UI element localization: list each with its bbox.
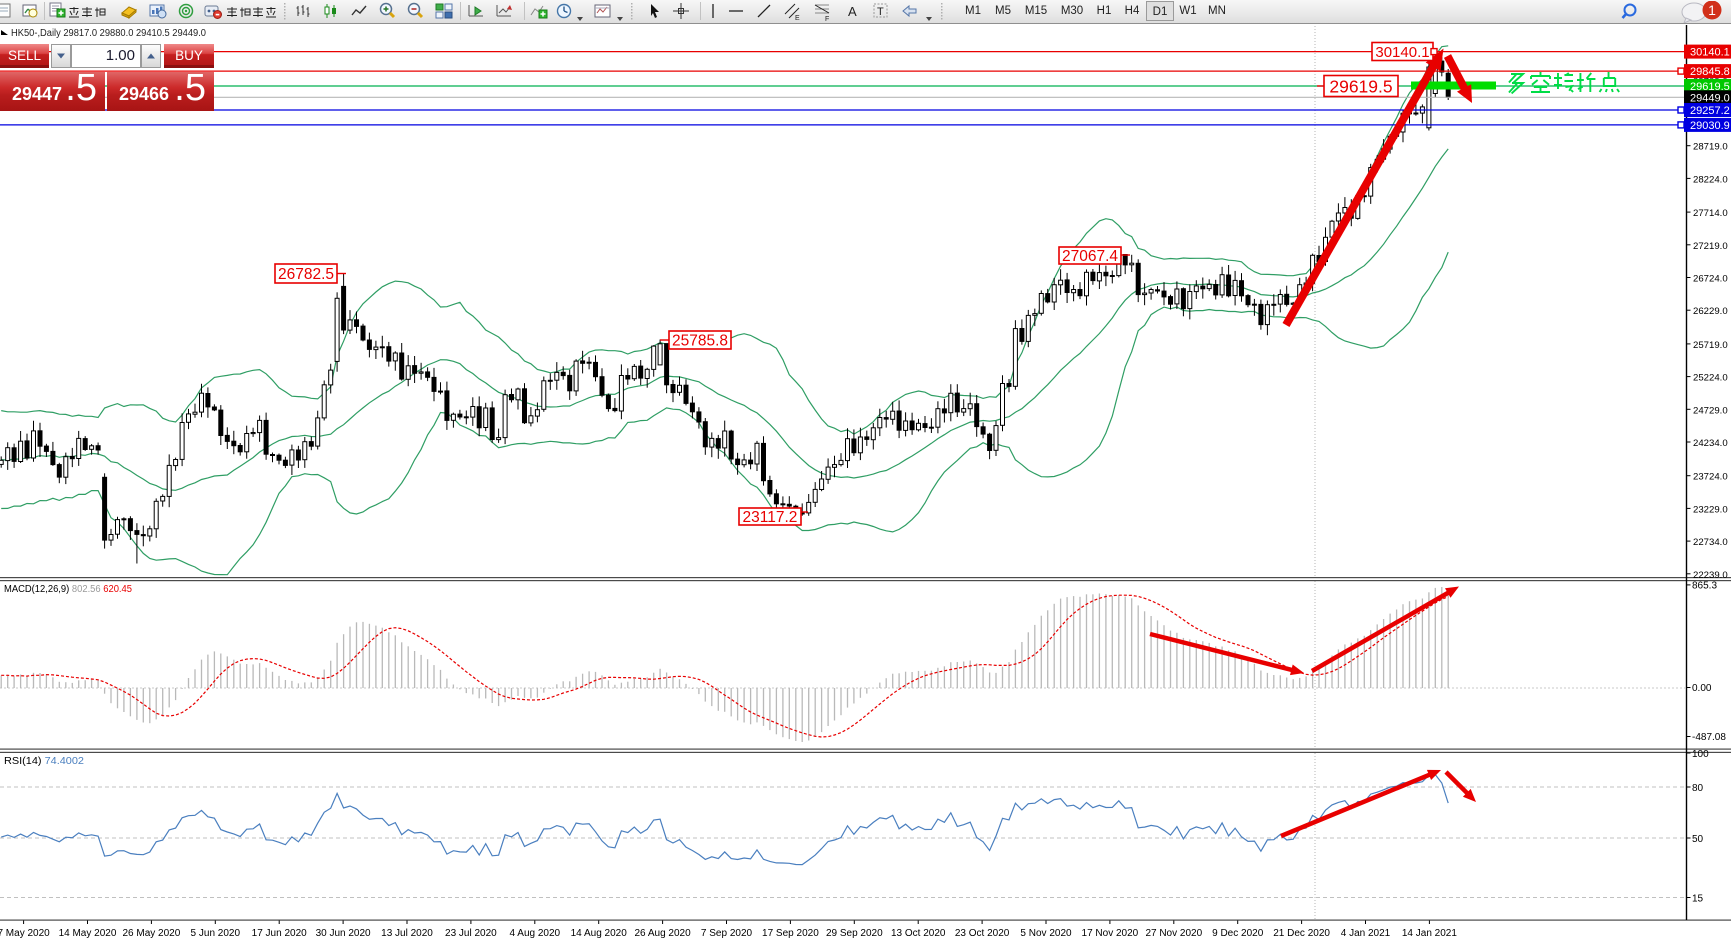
svg-text:29030.9: 29030.9 — [1690, 120, 1730, 132]
svg-text:25719.0: 25719.0 — [1693, 340, 1728, 351]
svg-text:30 Jun 2020: 30 Jun 2020 — [316, 928, 371, 939]
svg-text:26 May 2020: 26 May 2020 — [122, 928, 180, 939]
svg-text:50: 50 — [1692, 834, 1704, 845]
svg-text:14 May 2020: 14 May 2020 — [59, 928, 117, 939]
svg-text:23229.0: 23229.0 — [1693, 504, 1728, 515]
svg-text:9 Dec 2020: 9 Dec 2020 — [1212, 928, 1264, 939]
svg-text:14 Aug 2020: 14 Aug 2020 — [571, 928, 628, 939]
svg-text:17 Sep 2020: 17 Sep 2020 — [762, 928, 819, 939]
svg-text:4 Aug 2020: 4 Aug 2020 — [509, 928, 560, 939]
svg-text:-487.08: -487.08 — [1692, 732, 1726, 743]
svg-text:27219.0: 27219.0 — [1693, 241, 1728, 252]
svg-text:29 Sep 2020: 29 Sep 2020 — [826, 928, 883, 939]
svg-text:HK50-,Daily 29817.0 29880.0 2: HK50-,Daily 29817.0 29880.0 29410.5 2944… — [11, 28, 206, 39]
svg-text:17 Nov 2020: 17 Nov 2020 — [1082, 928, 1139, 939]
svg-text:A: A — [848, 4, 857, 19]
svg-text:100: 100 — [1692, 749, 1709, 760]
svg-text:29257.2: 29257.2 — [1690, 105, 1730, 117]
svg-text:T: T — [877, 6, 884, 18]
svg-text:7 Sep 2020: 7 Sep 2020 — [701, 928, 753, 939]
svg-text:1: 1 — [1708, 2, 1716, 18]
svg-text:E: E — [795, 15, 800, 22]
svg-text:13 Jul 2020: 13 Jul 2020 — [381, 928, 433, 939]
svg-text:865.3: 865.3 — [1692, 580, 1717, 591]
svg-text:24729.0: 24729.0 — [1693, 405, 1728, 416]
svg-text:80: 80 — [1692, 783, 1704, 794]
svg-text:27 Nov 2020: 27 Nov 2020 — [1145, 928, 1202, 939]
svg-text:RSI(14) 74.4002: RSI(14) 74.4002 — [4, 756, 84, 767]
svg-text:25224.0: 25224.0 — [1693, 373, 1728, 384]
svg-text:26782.5: 26782.5 — [278, 266, 334, 283]
svg-text:27067.4: 27067.4 — [1062, 248, 1118, 265]
svg-text:22239.0: 22239.0 — [1693, 570, 1728, 581]
svg-text:23724.0: 23724.0 — [1693, 472, 1728, 483]
svg-text:13 Oct 2020: 13 Oct 2020 — [891, 928, 946, 939]
svg-text:27714.0: 27714.0 — [1693, 208, 1728, 219]
svg-text:21 Dec 2020: 21 Dec 2020 — [1273, 928, 1330, 939]
svg-text:29619.5: 29619.5 — [1329, 76, 1392, 96]
svg-text:4 Jan 2021: 4 Jan 2021 — [1341, 928, 1391, 939]
svg-text:26724.0: 26724.0 — [1693, 274, 1728, 285]
svg-text:15: 15 — [1692, 894, 1704, 905]
svg-text:28719.0: 28719.0 — [1693, 142, 1728, 153]
svg-text:22734.0: 22734.0 — [1693, 537, 1728, 548]
svg-text:F: F — [825, 16, 829, 22]
svg-text:17 Jun 2020: 17 Jun 2020 — [252, 928, 307, 939]
svg-text:14 Jan 2021: 14 Jan 2021 — [1402, 928, 1457, 939]
svg-text:28224.0: 28224.0 — [1693, 174, 1728, 185]
svg-text:23 Jul 2020: 23 Jul 2020 — [445, 928, 497, 939]
svg-text:23117.2: 23117.2 — [743, 509, 798, 526]
svg-text:30140.1: 30140.1 — [1375, 44, 1429, 61]
svg-text:23 Oct 2020: 23 Oct 2020 — [955, 928, 1010, 939]
svg-text:25785.8: 25785.8 — [672, 333, 728, 350]
svg-text:MACD(12,26,9) 802.56 620.45: MACD(12,26,9) 802.56 620.45 — [4, 584, 132, 595]
svg-text:7 May 2020: 7 May 2020 — [0, 928, 50, 939]
svg-text:26229.0: 26229.0 — [1693, 306, 1728, 317]
svg-text:29449.0: 29449.0 — [1690, 92, 1730, 104]
svg-text:5 Jun 2020: 5 Jun 2020 — [191, 928, 241, 939]
svg-text:26 Aug 2020: 26 Aug 2020 — [635, 928, 692, 939]
svg-text:5 Nov 2020: 5 Nov 2020 — [1020, 928, 1072, 939]
svg-text:29845.8: 29845.8 — [1690, 66, 1730, 78]
svg-text:24234.0: 24234.0 — [1693, 438, 1728, 449]
svg-text:30140.1: 30140.1 — [1690, 47, 1730, 59]
svg-text:29619.5: 29619.5 — [1690, 81, 1730, 93]
svg-text:0.00: 0.00 — [1692, 683, 1712, 694]
